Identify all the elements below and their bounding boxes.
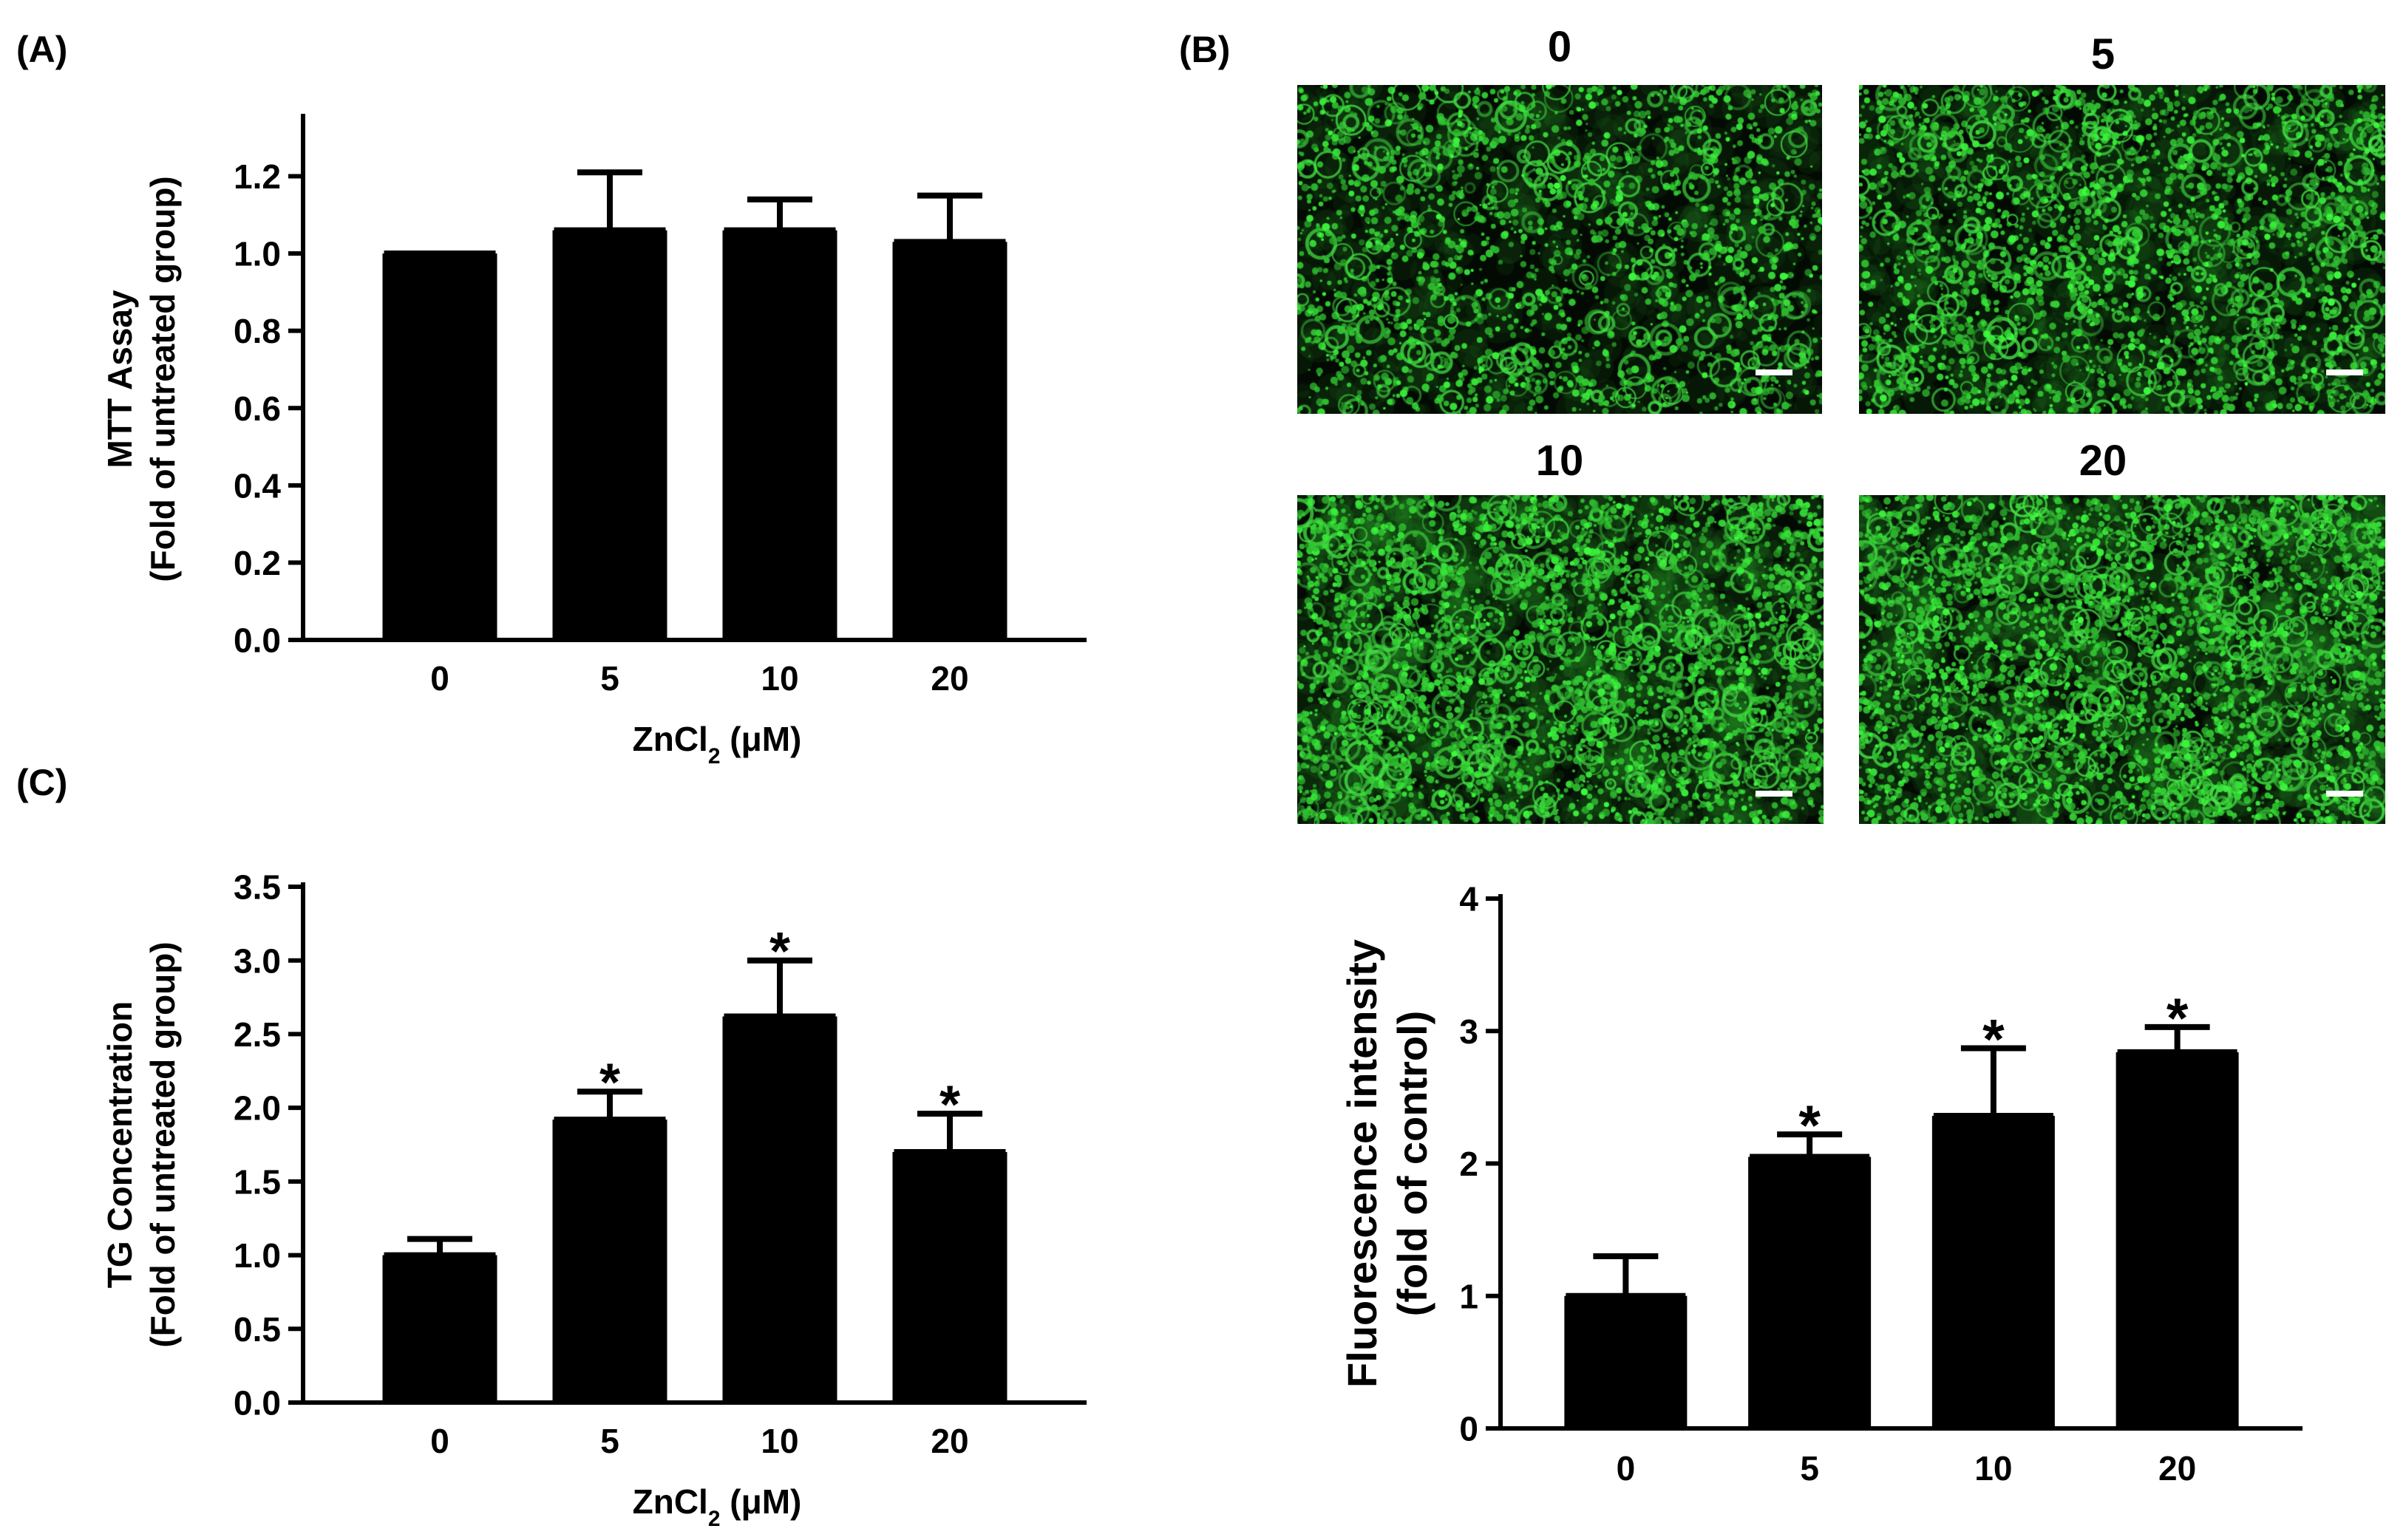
x-tick-label: 5 bbox=[600, 1422, 619, 1460]
x-tick-label: 10 bbox=[761, 659, 798, 698]
scale-bar bbox=[1756, 369, 1792, 375]
x-tick-label: 20 bbox=[931, 1422, 968, 1460]
bar bbox=[892, 242, 1007, 640]
x-tick-label: 20 bbox=[2158, 1449, 2196, 1488]
y-tick-label: 3.0 bbox=[234, 941, 281, 980]
micrograph-10 bbox=[1297, 495, 1824, 824]
fluorescence-intensity-chart: 0 1 2 3 4 0 * 5 * 10 * 20 Fluorescence intensity (fol… bbox=[1339, 880, 2303, 1488]
y-axis-label: MTT Assay bbox=[101, 290, 139, 469]
y-tick-label: 1.0 bbox=[234, 1236, 281, 1275]
y-tick-label: 1.5 bbox=[234, 1162, 281, 1201]
bar bbox=[382, 253, 497, 640]
scale-bar bbox=[2326, 369, 2363, 375]
bar bbox=[552, 230, 667, 640]
y-axis-label: Fluorescence intensity bbox=[1339, 939, 1385, 1388]
y-tick-label: 3.5 bbox=[234, 868, 281, 907]
y-tick-label: 0 bbox=[1459, 1410, 1478, 1448]
y-tick-label: 0.0 bbox=[234, 621, 281, 660]
micrograph-20 bbox=[1859, 495, 2385, 824]
y-tick-label: 2.0 bbox=[234, 1089, 281, 1128]
bar bbox=[552, 1120, 667, 1403]
y-tick-label: 0.8 bbox=[234, 312, 281, 350]
bar bbox=[892, 1151, 1007, 1403]
x-tick-label: 0 bbox=[1617, 1449, 1636, 1488]
x-tick-label: 5 bbox=[600, 659, 619, 698]
x-tick-label: 10 bbox=[1974, 1449, 2012, 1488]
x-tick-label: 5 bbox=[1800, 1449, 1819, 1488]
y-axis-label: (Fold of untreated group) bbox=[143, 941, 182, 1347]
x-tick-label: 20 bbox=[931, 659, 968, 698]
significance-marker: * bbox=[599, 1053, 620, 1112]
micrograph-0 bbox=[1297, 85, 1822, 414]
panel-label-b: (B) bbox=[1179, 29, 1231, 70]
scale-bar bbox=[1756, 791, 1792, 797]
scale-bar bbox=[2326, 791, 2363, 797]
significance-marker: * bbox=[939, 1075, 960, 1134]
micrograph-title-10: 10 bbox=[1535, 437, 1584, 485]
y-tick-label: 1.0 bbox=[234, 235, 281, 273]
mtt-assay-chart: 0.0 0.2 0.4 0.6 0.8 1.0 1.2 0 5 10 20 MTT Assay (Fol… bbox=[101, 114, 1087, 769]
y-axis-label: (Fold of untreated group) bbox=[143, 176, 182, 582]
significance-marker: * bbox=[769, 922, 790, 981]
y-axis-label: (fold of control) bbox=[1389, 1011, 1435, 1317]
x-tick-label: 0 bbox=[430, 1422, 449, 1460]
x-axis-label: ZnCl2 (μM) bbox=[633, 1482, 802, 1531]
bar bbox=[2116, 1052, 2239, 1428]
tg-concentration-chart: 0.0 0.5 1.0 1.5 2.0 2.5 3.0 3.5 0 * 5 * 10 * 20 TG Conc… bbox=[101, 868, 1087, 1531]
bar bbox=[1748, 1156, 1872, 1428]
x-axis-label: ZnCl2 (μM) bbox=[633, 720, 802, 769]
y-tick-label: 0.5 bbox=[234, 1310, 281, 1349]
significance-marker: * bbox=[1798, 1094, 1821, 1157]
y-tick-label: 3 bbox=[1459, 1012, 1478, 1051]
y-tick-label: 0.0 bbox=[234, 1384, 281, 1423]
bar bbox=[1564, 1295, 1688, 1428]
bar bbox=[722, 1016, 837, 1403]
panel-label-a: (A) bbox=[16, 29, 68, 70]
micrograph-title-0: 0 bbox=[1547, 23, 1572, 71]
bar bbox=[1931, 1115, 2055, 1428]
y-tick-label: 0.2 bbox=[234, 544, 281, 582]
x-tick-label: 0 bbox=[430, 659, 449, 698]
y-tick-label: 0.4 bbox=[234, 466, 281, 505]
panel-label-c: (C) bbox=[16, 762, 68, 803]
y-tick-label: 0.6 bbox=[234, 389, 281, 428]
micrograph-title-20: 20 bbox=[2079, 437, 2127, 485]
bar bbox=[382, 1255, 497, 1403]
bar bbox=[722, 230, 837, 640]
micrograph-title-5: 5 bbox=[2090, 30, 2116, 78]
y-tick-label: 4 bbox=[1459, 880, 1478, 919]
micrograph-5 bbox=[1859, 85, 2385, 414]
significance-marker: * bbox=[2167, 987, 2189, 1050]
y-axis-label: TG Concentration bbox=[101, 1001, 139, 1288]
y-tick-label: 2 bbox=[1459, 1145, 1478, 1183]
x-tick-label: 10 bbox=[761, 1422, 798, 1460]
y-tick-label: 2.5 bbox=[234, 1015, 281, 1054]
significance-marker: * bbox=[1982, 1008, 2005, 1071]
y-tick-label: 1.2 bbox=[234, 157, 281, 196]
y-tick-label: 1 bbox=[1459, 1277, 1478, 1315]
